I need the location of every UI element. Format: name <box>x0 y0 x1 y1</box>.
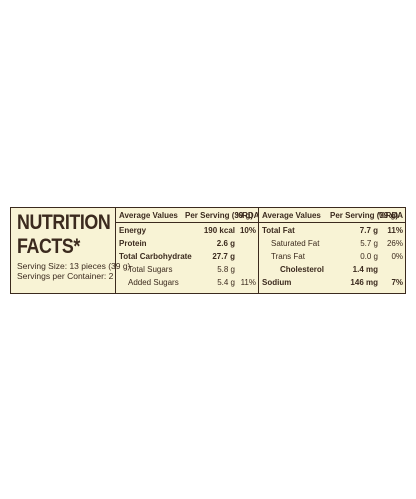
nutrient-name: Trans Fat <box>271 252 305 261</box>
header-cell: Per Serving (39 g) <box>330 210 399 220</box>
nutrient-amount: 5.7 g <box>360 239 378 248</box>
nutrient-row: Trans Fat 0.0 g 0% <box>259 250 406 263</box>
nutrient-amount: 27.7 g <box>212 252 235 261</box>
nutrient-amount: 0.0 g <box>360 252 378 261</box>
header-cell: %RDA <box>235 210 260 220</box>
header-cell: Average Values <box>262 210 321 220</box>
nutrient-row: Energy 190 kcal 10% <box>116 224 259 237</box>
nutrient-amount: 146 mg <box>350 278 378 287</box>
header-row: Average Values Per Serving (39 g) %RDA <box>116 208 259 223</box>
header-row: Average Values Per Serving (39 g) %RDA <box>259 208 406 223</box>
nutrient-amount: 1.4 mg <box>352 265 378 274</box>
nutrient-name: Energy <box>119 226 147 235</box>
nutrient-row: Added Sugars 5.4 g 11% <box>116 276 259 289</box>
nutrient-name: Total Fat <box>262 226 295 235</box>
nutrient-name: Cholesterol <box>280 265 325 274</box>
nutrient-name: Added Sugars <box>128 278 179 287</box>
nutrient-name: Saturated Fat <box>271 239 320 248</box>
nutrient-row: Protein 2.6 g <box>116 237 259 250</box>
serving-size: Serving Size: 13 pieces (39 g) <box>17 261 131 271</box>
nutrient-row: Total Carbohydrate 27.7 g <box>116 250 259 263</box>
servings: Servings per Container: 2 <box>17 271 114 281</box>
title: NUTRITION <box>17 211 111 234</box>
nutrient-rda: 11% <box>240 278 256 287</box>
nutrient-rda: 10% <box>239 226 256 235</box>
nutrient-name: Total Carbohydrate <box>119 252 192 261</box>
nutrient-row: Sodium 146 mg 7% <box>259 276 406 289</box>
nutrient-rda: 0% <box>391 252 403 261</box>
header-cell: %RDA <box>378 210 403 220</box>
nutrition-label: NUTRITION FACTS* Serving Size: 13 pieces… <box>10 207 406 294</box>
nutrient-row: Cholesterol 1.4 mg <box>259 263 406 276</box>
nutrient-row: Total Fat 7.7 g 11% <box>259 224 406 237</box>
nutrient-amount: 5.8 g <box>217 265 235 274</box>
nutrient-rda: 26% <box>386 239 403 248</box>
header-cell: Average Values <box>119 210 178 220</box>
nutrient-name: Protein <box>119 239 147 248</box>
nutrient-name: Sodium <box>262 278 292 287</box>
nutrient-row: Saturated Fat 5.7 g 26% <box>259 237 406 250</box>
title: FACTS* <box>17 235 80 258</box>
nutrient-name: Total Sugars <box>128 265 173 274</box>
nutrient-amount: 2.6 g <box>216 239 235 248</box>
nutrient-rda: 11% <box>387 226 403 235</box>
header-cell: Per Serving (39 g) <box>185 210 254 220</box>
nutrient-row: Total Sugars 5.8 g <box>116 263 259 276</box>
nutrient-amount: 7.7 g <box>359 226 378 235</box>
title-column: NUTRITION FACTS* Serving Size: 13 pieces… <box>11 208 131 293</box>
nutrient-rda: 7% <box>391 278 403 287</box>
nutrient-table: Average Values Per Serving (39 g) %RDA Tota… <box>258 208 406 293</box>
nutrient-amount: 190 kcal <box>203 226 235 235</box>
nutrient-table: Average Values Per Serving (39 g) %RDA Ener… <box>115 208 259 293</box>
nutrient-amount: 5.4 g <box>217 278 235 287</box>
